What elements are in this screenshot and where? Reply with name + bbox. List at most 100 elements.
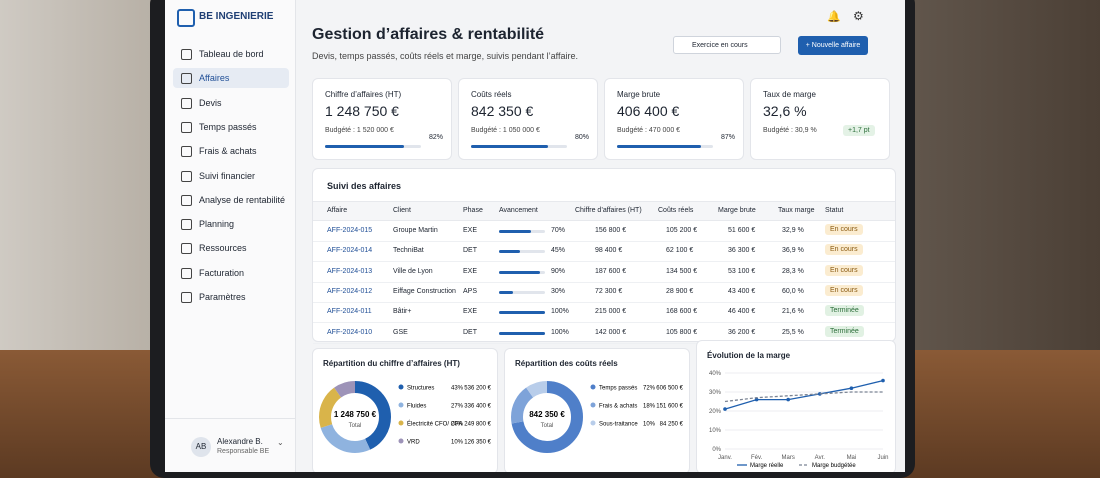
kpi-value: 1 248 750 € — [325, 103, 399, 119]
progress-label: 82% — [429, 134, 444, 141]
status-badge: En cours — [825, 224, 863, 235]
nav-item[interactable]: Analyse de rentabilité — [173, 190, 289, 210]
line-card: Évolution de la marge 0% 10% 20% 30% 40% Janv.… — [696, 340, 896, 472]
legend-label: Marge réelle — [750, 463, 784, 469]
y-tick-label: 20% — [709, 409, 722, 415]
margin: 51 600 € — [728, 227, 756, 234]
y-tick-label: 40% — [709, 371, 722, 377]
column-header: Marge brute — [718, 207, 756, 214]
nav-icon — [181, 170, 192, 182]
status-badge: En cours — [825, 264, 863, 276]
progress-label: 45% — [551, 247, 566, 255]
table-row[interactable]: AFF-2024-011 Bâtir+ EXE 100% 215 000 € 168 60… — [313, 302, 895, 324]
legend-label: Marge budgétée — [812, 463, 856, 469]
table-header: Affaire Client Phase Avancement Chiffre d’af… — [313, 201, 895, 221]
screen: BE INGENIERIE AB Alexandre B. Responsabl… — [165, 0, 905, 472]
client: Groupe Martin — [393, 227, 438, 234]
ca: 142 000 € — [595, 328, 627, 336]
donut-segment — [319, 381, 391, 453]
kpi-label: Chiffre d’affaires (HT) — [325, 90, 402, 99]
nav-label: Analyse de rentabilité — [199, 194, 286, 205]
affaire-id: AFF-2024-013 — [327, 267, 373, 275]
donut-total: 1 248 750 € — [334, 410, 377, 419]
nav-item[interactable]: Tableau de bord — [173, 44, 289, 64]
series-line — [724, 379, 884, 410]
nav-item[interactable]: Frais & achats — [173, 141, 289, 161]
progress-track — [499, 250, 545, 254]
legend-label: VRD — [407, 440, 420, 446]
progress-track — [499, 331, 545, 335]
kpi-label: Coûts réels — [471, 90, 512, 99]
kpi-card: Coûts réels 842 350 € Budgété : 1 050 000 … — [458, 78, 598, 160]
period-select[interactable]: Exercice en cours — [673, 36, 781, 54]
x-tick-label: Mars — [782, 455, 795, 461]
progress-label: 70% — [551, 227, 566, 234]
costs: 168 600 € — [666, 308, 698, 316]
chart-title: Répartition du chiffre d’affaires (HT) — [323, 359, 460, 368]
x-tick-label: Juin — [877, 455, 888, 461]
table-row[interactable]: AFF-2024-015 Groupe Martin EXE 70% 156 800 €… — [313, 221, 895, 242]
progress-bar — [499, 290, 513, 294]
table-card: Suivi des affaires Affaire Client Phase Avan… — [312, 168, 896, 344]
amount-label: 151 600 € — [656, 404, 683, 410]
nav-item[interactable]: Suivi financier — [173, 166, 289, 186]
status-badge: En cours — [825, 284, 863, 296]
page-title: Gestion d’affaires & rentabilité — [312, 26, 545, 43]
line-chart: 0% 10% 20% 30% 40% Janv. Fév. Mars Avr. Mai Juin Ma… — [709, 371, 889, 469]
kpi-card: Taux de marge 32,6 % Budgété : 30,9 % +1,7 … — [750, 78, 890, 160]
margin-badge: +1,7 pt — [843, 125, 875, 136]
chevron[interactable]: ⌄ — [277, 438, 284, 447]
nav-label: Tableau de bord — [199, 49, 264, 59]
margin: 53 100 € — [728, 267, 756, 275]
column-header: Chiffre d’affaires (HT) — [575, 207, 642, 214]
series-line — [724, 391, 883, 403]
nav-icon — [181, 97, 192, 109]
amount-label: 606 500 € — [656, 386, 683, 392]
nav-item[interactable]: Devis — [173, 93, 289, 113]
legend-label: Fluides — [407, 404, 426, 410]
margin: 43 400 € — [728, 287, 756, 295]
table-row[interactable]: AFF-2024-010 GSE DET 100% 142 000 € 105 800 €… — [313, 323, 895, 344]
bell-icon[interactable]: 🔔 — [827, 11, 841, 23]
sidebar: BE INGENIERIE AB Alexandre B. Responsabl… — [165, 0, 296, 472]
table-row[interactable]: AFF-2024-012 Eiffage Construction APS 30% 72… — [313, 282, 895, 303]
kpi-value: 406 400 € — [617, 103, 680, 119]
margin: 36 300 € — [728, 247, 756, 255]
nav-item[interactable]: Facturation — [173, 263, 289, 283]
value-label: 20% — [451, 422, 464, 428]
ca: 98 400 € — [595, 247, 623, 255]
value-label: 10% — [643, 422, 656, 428]
brand: BE INGENIERIE — [199, 11, 274, 22]
table-title: Suivi des affaires — [327, 181, 402, 191]
value-label: 10% — [451, 440, 464, 446]
ca: 72 300 € — [595, 287, 623, 295]
nav-item[interactable]: Planning — [173, 214, 289, 234]
ca: 215 000 € — [595, 308, 627, 316]
table-row[interactable]: AFF-2024-013 Ville de Lyon EXE 90% 187 600 €… — [313, 262, 895, 283]
nav-label: Suivi financier — [199, 170, 256, 181]
kpi-label: Marge brute — [617, 90, 661, 99]
logo — [177, 9, 195, 27]
kpi-budget: Budgété : 470 000 € — [617, 127, 681, 134]
progress-bar — [499, 250, 520, 254]
kpi-value: 842 350 € — [471, 103, 534, 119]
user-role: Responsable BE — [217, 448, 270, 455]
legend-swatch — [590, 384, 596, 390]
nav-label: Planning — [199, 219, 235, 230]
settings-icon[interactable]: ⚙ — [853, 9, 864, 23]
point — [849, 386, 854, 390]
table-row[interactable]: AFF-2024-014 TechniBat DET 45% 98 400 € 62 10… — [313, 241, 895, 263]
nav-item[interactable]: Affaires — [173, 68, 289, 89]
nav-label: Facturation — [199, 267, 245, 278]
divider — [165, 418, 295, 419]
nav-item[interactable]: Ressources — [173, 238, 289, 258]
costs: 105 200 € — [666, 227, 698, 234]
new-button[interactable]: + Nouvelle affaire — [798, 36, 868, 55]
nav-item[interactable]: Temps passés — [173, 117, 289, 137]
point — [754, 397, 759, 402]
nav-icon — [181, 243, 192, 255]
nav-item[interactable]: Paramètres — [173, 287, 289, 307]
progress-bar — [499, 230, 532, 233]
value-label: 27% — [451, 404, 464, 410]
